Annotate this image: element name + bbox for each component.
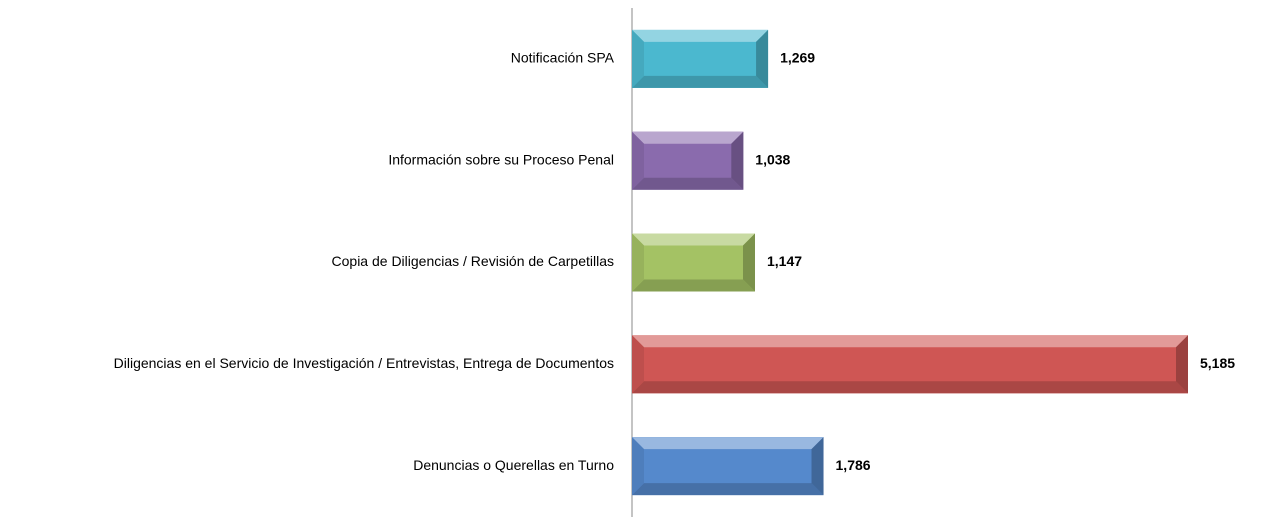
bar-bevel-left — [632, 29, 644, 88]
bar-bevel-right — [731, 131, 744, 190]
bar-bevel-right — [1176, 335, 1188, 394]
bar-bevel-top — [632, 335, 1188, 348]
bar-bevel-right — [742, 233, 755, 292]
bar-bevel-bottom — [632, 279, 755, 292]
data-label: 1,786 — [836, 457, 871, 473]
bar-bevel-bottom — [632, 381, 1188, 394]
category-label: Información sobre su Proceso Penal — [388, 151, 614, 167]
data-label: 1,038 — [755, 151, 790, 167]
bar-bevel-top — [632, 29, 769, 42]
data-label: 5,185 — [1200, 355, 1235, 371]
bar-bevel-bottom — [632, 75, 769, 88]
category-label: Copia de Diligencias / Revisión de Carpe… — [332, 253, 614, 269]
category-label: Notificación SPA — [511, 50, 615, 66]
bar-bevel-left — [632, 131, 644, 190]
data-label: 1,269 — [780, 50, 815, 66]
data-label: 1,147 — [767, 253, 802, 269]
bar-bevel-top — [632, 233, 755, 246]
bar-bevel-right — [756, 29, 769, 88]
bar-bevel-left — [632, 233, 644, 292]
category-label: Denuncias o Querellas en Turno — [413, 457, 614, 473]
bar-bevel-top — [632, 437, 824, 450]
category-label: Diligencias en el Servicio de Investigac… — [114, 355, 614, 371]
bar-bevel-bottom — [632, 177, 744, 190]
bar-bevel-left — [632, 335, 644, 394]
bar-bevel-bottom — [632, 483, 824, 496]
bar-bevel-right — [811, 437, 824, 496]
bar-bevel-left — [632, 437, 644, 496]
bar-bevel-top — [632, 131, 744, 144]
